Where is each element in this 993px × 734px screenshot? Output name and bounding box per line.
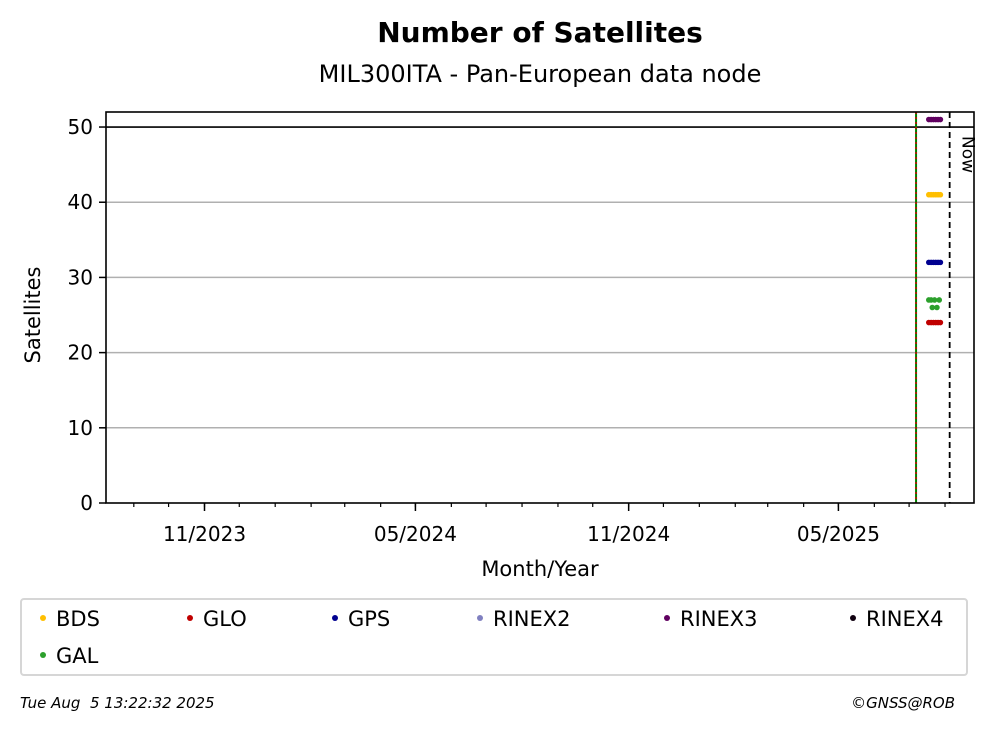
data-points: [926, 116, 944, 326]
x-tick-label: 11/2023: [163, 522, 246, 546]
x-tick-label: 11/2024: [587, 522, 670, 546]
legend-item-rinex3: RINEX3: [664, 607, 758, 631]
legend-marker: [332, 615, 338, 621]
legend-item-rinex4: RINEX4: [850, 607, 944, 631]
y-tick-label: 30: [68, 265, 93, 289]
y-tick-label: 40: [68, 190, 93, 214]
legend-marker: [850, 615, 856, 621]
legend-label: GPS: [348, 607, 391, 631]
y-tick-label: 20: [68, 341, 93, 365]
data-point-gal: [931, 297, 938, 303]
y-axis-label: Satellites: [21, 267, 45, 364]
legend-marker: [40, 652, 46, 658]
legend-item-gps: GPS: [332, 607, 390, 631]
data-point-gps: [937, 259, 944, 266]
data-point-rinex3: [937, 116, 944, 123]
plot-frame: [105, 111, 975, 504]
data-point-gal: [934, 304, 940, 311]
legend-label: RINEX2: [493, 607, 571, 631]
data-point-gal: [936, 297, 943, 303]
legend-marker: [477, 615, 483, 621]
legend-item-rinex2: RINEX2: [477, 607, 571, 631]
y-tick-label: 50: [68, 115, 93, 139]
legend-marker: [40, 615, 46, 621]
satellites-chart: Number of Satellites MIL300ITA - Pan-Eur…: [21, 16, 978, 581]
reference-lines: Now: [106, 112, 978, 503]
x-axis-label: Month/Year: [481, 557, 599, 581]
legend-marker: [187, 615, 193, 621]
data-point-gal: [929, 304, 936, 311]
y-tick-label: 0: [80, 491, 93, 515]
now-label: Now: [958, 136, 978, 173]
axes: 0 10 20 30 40 50 11/2023 05/2024 11/2024 05/2025: [68, 115, 946, 546]
timestamp-footer: Tue Aug 5 13:22:32 2025: [20, 694, 215, 712]
legend-label: GAL: [56, 644, 99, 668]
legend-label: RINEX4: [866, 607, 944, 631]
legend-item-gal: GAL: [40, 644, 98, 668]
chart-subtitle: MIL300ITA - Pan-European data node: [319, 60, 762, 88]
legend-marker: [664, 615, 670, 621]
legend: BDS GLO GPS RINEX2 RINEX3 RINEX4 GAL: [20, 598, 968, 676]
data-point-bds: [937, 191, 944, 198]
legend-label: GLO: [203, 607, 247, 631]
legend-item-bds: BDS: [40, 607, 100, 631]
chart-title: Number of Satellites: [377, 16, 703, 49]
y-tick-label: 10: [68, 416, 93, 440]
copyright-footer: ©GNSS@ROB: [851, 694, 955, 712]
legend-label: BDS: [56, 607, 100, 631]
legend-item-glo: GLO: [187, 607, 247, 631]
legend-label: RINEX3: [680, 607, 758, 631]
data-point-glo: [937, 319, 944, 326]
grid-lines: [106, 201, 974, 429]
x-tick-label: 05/2024: [374, 522, 457, 546]
x-tick-label: 05/2025: [797, 522, 880, 546]
